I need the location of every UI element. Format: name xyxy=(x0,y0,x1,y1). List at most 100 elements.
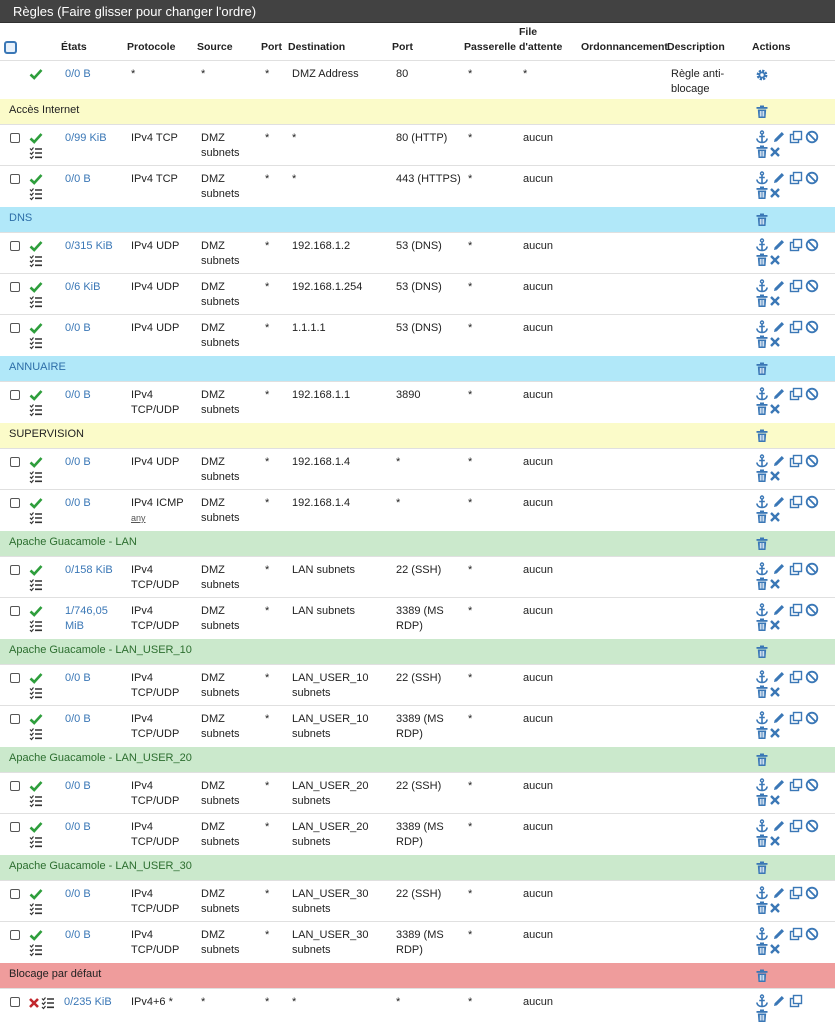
row-checkbox[interactable] xyxy=(10,133,20,143)
delete-x-icon[interactable] xyxy=(768,294,782,308)
states-link[interactable]: 0/0 B xyxy=(65,888,91,900)
col-schedule[interactable]: Ordonnancement xyxy=(581,41,668,53)
anchor-icon[interactable] xyxy=(755,670,769,684)
pass-icon[interactable] xyxy=(29,563,43,577)
edit-pencil-icon[interactable] xyxy=(772,495,786,509)
row-checkbox[interactable] xyxy=(10,822,20,832)
disable-icon[interactable] xyxy=(805,279,819,293)
delete-x-icon[interactable] xyxy=(768,726,782,740)
pass-icon[interactable] xyxy=(29,779,43,793)
row-checkbox[interactable] xyxy=(10,606,20,616)
delete-separator-icon[interactable] xyxy=(755,429,769,443)
col-queue[interactable]: File d'attente xyxy=(519,26,563,53)
delete-trash-icon[interactable] xyxy=(755,685,769,699)
states-link[interactable]: 0/0 B xyxy=(65,713,91,725)
table-row[interactable]: 0/0 B IPv4 UDP DMZ subnets * 192.168.1.4 * * au… xyxy=(0,448,835,489)
states-link[interactable]: 0/0 B xyxy=(65,389,91,401)
pass-icon[interactable] xyxy=(29,239,43,253)
delete-x-icon[interactable] xyxy=(768,253,782,267)
copy-icon[interactable] xyxy=(789,279,803,293)
anchor-icon[interactable] xyxy=(755,886,769,900)
pass-icon[interactable] xyxy=(29,172,43,186)
col-gateway[interactable]: Passerelle xyxy=(464,41,516,53)
table-row[interactable]: 0/0 B IPv4 TCP/UDP DMZ subnets * LAN_USER_30… xyxy=(0,880,835,921)
row-checkbox[interactable] xyxy=(10,565,20,575)
table-row[interactable]: 0/235 KiB IPv4+6 * * * * * * aucun xyxy=(0,988,835,1029)
copy-icon[interactable] xyxy=(789,171,803,185)
anchor-icon[interactable] xyxy=(755,778,769,792)
anchor-icon[interactable] xyxy=(755,562,769,576)
table-row[interactable]: 0/0 B IPv4 TCP/UDP DMZ subnets * LAN_USER_30… xyxy=(0,921,835,962)
delete-trash-icon[interactable] xyxy=(755,402,769,416)
copy-icon[interactable] xyxy=(789,320,803,334)
copy-icon[interactable] xyxy=(789,927,803,941)
delete-trash-icon[interactable] xyxy=(755,186,769,200)
copy-icon[interactable] xyxy=(789,238,803,252)
disable-icon[interactable] xyxy=(805,927,819,941)
anchor-icon[interactable] xyxy=(755,927,769,941)
row-checkbox[interactable] xyxy=(10,714,20,724)
edit-pencil-icon[interactable] xyxy=(772,994,786,1008)
row-checkbox[interactable] xyxy=(10,997,20,1007)
delete-trash-icon[interactable] xyxy=(755,942,769,956)
disable-icon[interactable] xyxy=(805,454,819,468)
disable-icon[interactable] xyxy=(805,130,819,144)
block-icon[interactable] xyxy=(27,996,41,1010)
table-row[interactable]: 0/0 B IPv4 TCP/UDP DMZ subnets * LAN_USER_20… xyxy=(0,813,835,854)
edit-pencil-icon[interactable] xyxy=(772,886,786,900)
table-row[interactable]: 0/0 B IPv4 TCP/UDP DMZ subnets * 192.168.1.1… xyxy=(0,381,835,422)
table-row[interactable]: 0/0 B IPv4 UDP DMZ subnets * 1.1.1.1 53 (DNS)… xyxy=(0,314,835,355)
states-link[interactable]: 0/0 B xyxy=(65,780,91,792)
copy-icon[interactable] xyxy=(789,130,803,144)
states-link[interactable]: 1/746,05 MiB xyxy=(65,605,108,632)
delete-separator-icon[interactable] xyxy=(755,537,769,551)
disable-icon[interactable] xyxy=(805,886,819,900)
disable-icon[interactable] xyxy=(805,670,819,684)
anchor-icon[interactable] xyxy=(755,279,769,293)
edit-pencil-icon[interactable] xyxy=(772,320,786,334)
row-checkbox[interactable] xyxy=(10,241,20,251)
copy-icon[interactable] xyxy=(789,603,803,617)
row-checkbox[interactable] xyxy=(10,889,20,899)
anchor-icon[interactable] xyxy=(755,994,769,1008)
row-checkbox[interactable] xyxy=(10,174,20,184)
delete-separator-icon[interactable] xyxy=(755,753,769,767)
copy-icon[interactable] xyxy=(789,778,803,792)
pass-icon[interactable] xyxy=(29,671,43,685)
anchor-icon[interactable] xyxy=(755,387,769,401)
delete-separator-icon[interactable] xyxy=(755,645,769,659)
table-row[interactable]: 1/746,05 MiB IPv4 TCP/UDP DMZ subnets * LAN … xyxy=(0,597,835,638)
edit-pencil-icon[interactable] xyxy=(772,778,786,792)
delete-x-icon[interactable] xyxy=(768,469,782,483)
edit-pencil-icon[interactable] xyxy=(772,130,786,144)
states-link[interactable]: 0/6 KiB xyxy=(65,281,101,293)
states-link[interactable]: 0/0 B xyxy=(65,821,91,833)
states-link[interactable]: 0/0 B xyxy=(65,672,91,684)
row-checkbox[interactable] xyxy=(10,498,20,508)
states-link[interactable]: 0/0 B xyxy=(65,497,91,509)
anchor-icon[interactable] xyxy=(755,130,769,144)
anchor-icon[interactable] xyxy=(755,711,769,725)
delete-x-icon[interactable] xyxy=(768,577,782,591)
col-source[interactable]: Source xyxy=(197,41,233,53)
table-row[interactable]: 0/0 B IPv4 TCP DMZ subnets * * 443 (HTTPS) * au… xyxy=(0,165,835,206)
delete-x-icon[interactable] xyxy=(768,402,782,416)
delete-x-icon[interactable] xyxy=(768,685,782,699)
pass-icon[interactable] xyxy=(29,820,43,834)
delete-trash-icon[interactable] xyxy=(755,145,769,159)
copy-icon[interactable] xyxy=(789,454,803,468)
delete-separator-icon[interactable] xyxy=(755,213,769,227)
delete-separator-icon[interactable] xyxy=(755,105,769,119)
table-row[interactable]: 0/0 B IPv4 TCP/UDP DMZ subnets * LAN_USER_10… xyxy=(0,664,835,705)
copy-icon[interactable] xyxy=(789,711,803,725)
disable-icon[interactable] xyxy=(805,171,819,185)
delete-trash-icon[interactable] xyxy=(755,469,769,483)
states-link[interactable]: 0/0 B xyxy=(65,68,91,80)
pass-icon[interactable] xyxy=(29,887,43,901)
anchor-icon[interactable] xyxy=(755,238,769,252)
disable-icon[interactable] xyxy=(805,320,819,334)
copy-icon[interactable] xyxy=(789,994,803,1008)
col-port-src[interactable]: Port xyxy=(261,41,282,53)
anchor-icon[interactable] xyxy=(755,320,769,334)
anchor-icon[interactable] xyxy=(755,819,769,833)
